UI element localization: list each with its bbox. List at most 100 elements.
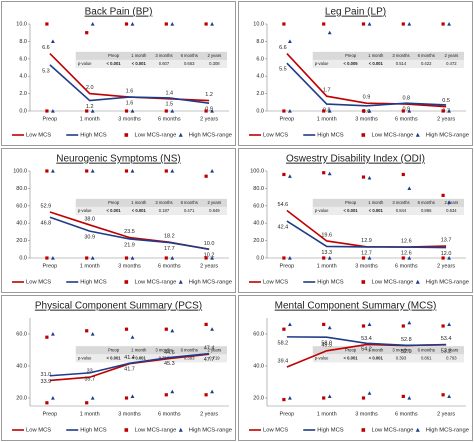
legend-label: Low MCS-range	[372, 428, 414, 434]
range-marker	[85, 256, 89, 260]
range-marker	[407, 22, 412, 26]
y-tick-label: 80.0	[253, 186, 264, 192]
data-label: 0.9	[363, 95, 371, 101]
y-tick-label: 6.0	[256, 56, 264, 62]
table-cell: 0.514	[396, 61, 407, 66]
data-label: 18.2	[164, 234, 175, 240]
range-marker	[90, 396, 95, 400]
legend-swatch	[178, 279, 183, 284]
data-label: 0.9	[402, 107, 410, 113]
range-marker	[288, 174, 292, 178]
range-marker	[90, 22, 95, 26]
legend-swatch	[124, 428, 129, 432]
range-marker	[90, 256, 95, 260]
x-tick-label: 3 months	[355, 263, 378, 269]
range-marker	[407, 109, 412, 113]
table-header: Preop	[108, 347, 120, 352]
table-header: Preop	[345, 200, 357, 205]
table-header: 2 years	[208, 53, 222, 58]
table-row	[75, 354, 228, 363]
x-tick-label: 1 month	[317, 116, 337, 122]
table-row-label: p-value	[78, 61, 92, 66]
y-tick-label: 4.0	[19, 74, 27, 80]
range-marker	[45, 335, 49, 339]
x-tick-label: 1 month	[317, 411, 337, 417]
data-label: 47.7	[204, 357, 215, 363]
y-tick-label: 2.0	[256, 91, 264, 97]
table-header: 2 years	[208, 347, 222, 352]
x-tick-label: 6 months	[158, 116, 181, 122]
y-tick-label: 60.0	[253, 331, 264, 337]
legend-label: High MCS-range	[426, 133, 469, 139]
data-label: 35.7	[84, 376, 95, 382]
y-tick-label: 2.0	[19, 91, 27, 97]
table-row-label: p-value	[315, 208, 329, 213]
range-marker	[51, 256, 55, 260]
range-marker	[441, 256, 445, 260]
x-tick-label: 6 months	[158, 263, 181, 269]
range-marker	[210, 256, 214, 260]
range-marker	[130, 22, 135, 26]
panel-border	[1, 295, 236, 441]
y-tick-label: 40.0	[16, 363, 27, 369]
x-tick-label: 2 years	[200, 116, 218, 122]
range-marker	[367, 175, 372, 180]
data-label: 13.7	[441, 238, 452, 244]
range-marker	[327, 109, 332, 113]
line	[49, 216, 210, 250]
line	[286, 62, 447, 107]
data-label: 0.8	[402, 95, 410, 101]
table-header: 1 month	[131, 347, 147, 352]
y-tick-label: 20.0	[253, 238, 264, 244]
x-tick-label: 3 months	[118, 263, 141, 269]
range-marker	[170, 389, 175, 394]
x-tick-label: 6 months	[158, 411, 181, 417]
x-tick-label: 3 months	[355, 116, 378, 122]
range-marker	[130, 256, 135, 260]
range-marker	[204, 22, 208, 26]
range-marker	[401, 172, 405, 177]
range-marker	[407, 320, 412, 325]
table-cell: 0.844	[396, 208, 407, 213]
range-marker	[124, 169, 129, 173]
legend-label: Low MCS	[263, 280, 288, 286]
table-cell: < 0.001	[107, 208, 122, 213]
range-marker	[322, 171, 326, 175]
y-tick-label: 100.0	[13, 168, 27, 174]
y-tick-label: 0.0	[256, 255, 264, 261]
range-marker	[85, 401, 89, 405]
y-tick-label: 0.0	[19, 255, 27, 261]
table-header: 1 month	[368, 53, 384, 58]
range-marker	[45, 169, 49, 173]
legend-label: High MCS	[317, 280, 344, 286]
range-marker	[441, 393, 445, 397]
table-header: Preop	[108, 53, 120, 58]
range-marker	[85, 31, 89, 35]
range-marker	[164, 109, 168, 113]
data-label: 49.5	[321, 342, 332, 348]
range-marker	[282, 398, 286, 402]
range-marker	[204, 393, 208, 397]
range-marker	[401, 109, 405, 113]
range-marker	[51, 169, 55, 173]
panel-title: Physical Component Summary (PCS)	[35, 301, 202, 312]
range-marker	[288, 256, 292, 260]
data-label: 30.9	[84, 235, 95, 241]
legend-label: Low MCS-range	[135, 280, 177, 286]
table-cell: 0.607	[159, 61, 170, 66]
table-cell: 0.471	[184, 208, 195, 213]
range-marker	[407, 186, 412, 190]
range-marker	[401, 256, 405, 260]
y-tick-label: 8.0	[256, 39, 264, 45]
range-marker	[441, 324, 445, 328]
y-tick-label: 60.0	[16, 203, 27, 209]
range-marker	[367, 256, 372, 260]
range-marker	[210, 327, 214, 331]
panel-title: Neurogenic Symptoms (NS)	[56, 154, 180, 165]
panel-title: Leg Pain (LP)	[325, 7, 386, 18]
legend-label: Low MCS-range	[135, 428, 177, 434]
range-marker	[401, 324, 405, 328]
range-marker	[282, 22, 286, 26]
range-marker	[367, 109, 372, 113]
line	[286, 53, 447, 108]
